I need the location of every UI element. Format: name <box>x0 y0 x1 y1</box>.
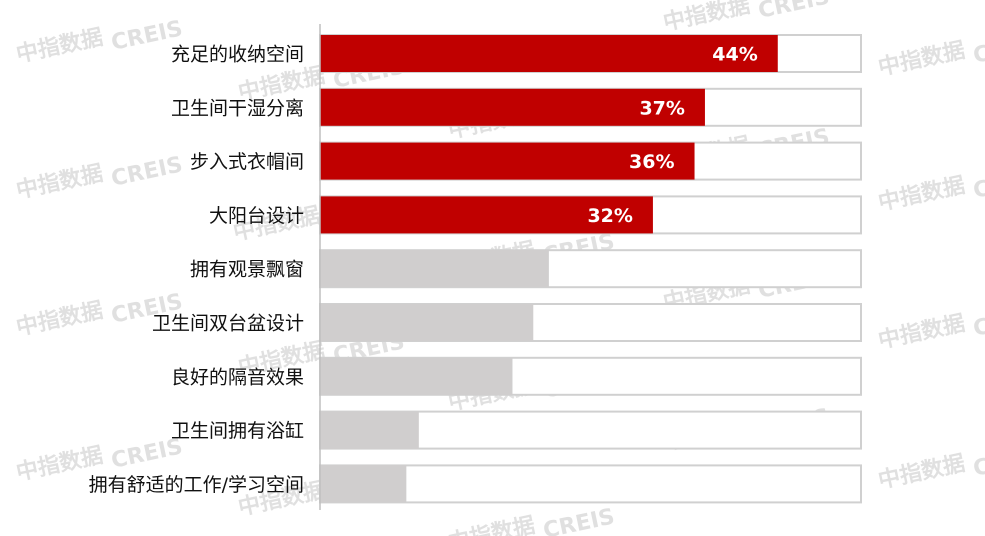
value-label: 37% <box>639 97 684 119</box>
watermark-text: CREIS <box>971 164 985 203</box>
category-label: 卫生间双台盆设计 <box>152 313 304 335</box>
category-label: 步入式衣帽间 <box>190 151 304 173</box>
category-label: 卫生间拥有浴缸 <box>171 420 304 442</box>
watermark-text: 中指数据 <box>876 37 967 81</box>
bar-track <box>319 464 862 504</box>
bar <box>320 357 513 395</box>
watermark-text: 中指数据 <box>876 310 967 354</box>
bar <box>320 411 419 449</box>
watermark-text: CREIS <box>756 0 832 24</box>
value-label: 44% <box>712 44 757 66</box>
category-label: 大阳台设计 <box>209 205 304 227</box>
category-label: 良好的隔音效果 <box>171 366 304 388</box>
category-label: 卫生间干湿分离 <box>171 97 304 119</box>
bar <box>320 465 407 503</box>
value-label: 32% <box>587 205 632 227</box>
bar <box>320 196 653 234</box>
category-label: 拥有舒适的工作/学习空间 <box>89 474 304 496</box>
watermark-text: CREIS <box>971 29 985 68</box>
bar <box>320 142 695 180</box>
bar <box>320 88 705 126</box>
bar <box>320 35 778 72</box>
category-labels: 充足的收纳空间卫生间干湿分离步入式衣帽间大阳台设计拥有观景飘窗卫生间双台盆设计良… <box>89 44 304 496</box>
watermark-text: CREIS <box>541 504 617 536</box>
watermark-text: CREIS <box>109 152 185 191</box>
bar <box>320 250 549 288</box>
value-labels: 44% 37% 36% 32% <box>587 44 757 227</box>
watermark-text: 中指数据 <box>14 24 105 68</box>
watermark-text: 中指数据 <box>661 0 752 36</box>
watermark-text: 中指数据 <box>446 512 537 536</box>
watermark-text: CREIS <box>971 302 985 341</box>
watermark-text: 中指数据 <box>876 450 967 494</box>
category-label: 充足的收纳空间 <box>171 44 304 66</box>
watermark-text: CREIS <box>971 442 985 481</box>
category-label: 拥有观景飘窗 <box>190 259 304 281</box>
bar <box>320 304 534 341</box>
watermark-text: 中指数据 <box>876 172 967 216</box>
value-label: 36% <box>629 151 674 173</box>
watermark-text: 中指数据 <box>14 160 105 204</box>
watermark-text: 中指数据 <box>14 297 105 341</box>
bars <box>320 35 778 503</box>
